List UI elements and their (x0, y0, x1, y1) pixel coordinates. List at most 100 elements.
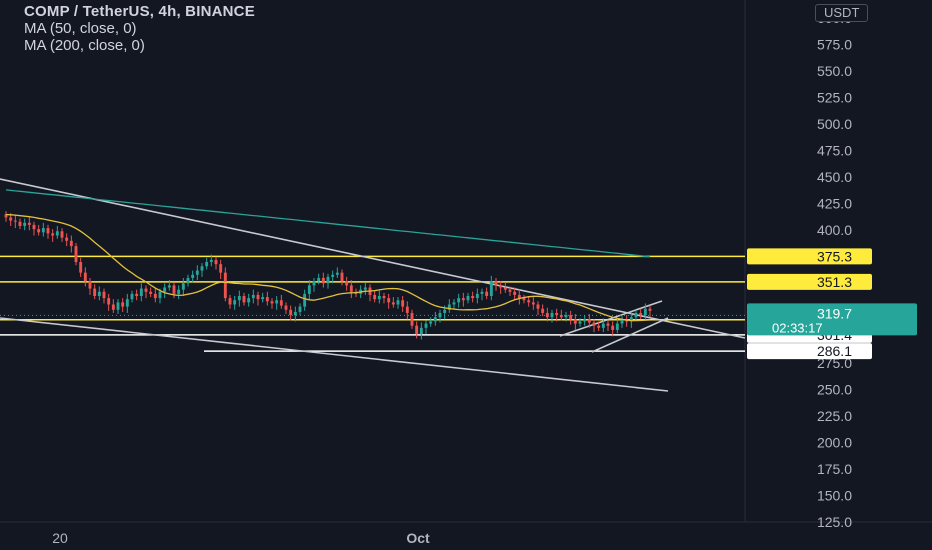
candle-body (606, 323, 610, 326)
candle-body (555, 312, 559, 316)
x-tick-label: 20 (52, 530, 68, 546)
candle-body (233, 300, 237, 305)
candle-body (415, 325, 419, 335)
candle-body (214, 259, 218, 265)
candle-body (177, 289, 181, 294)
candle-body (349, 285, 353, 292)
candle-body (410, 312, 414, 326)
y-tick-label: 175.0 (817, 461, 852, 477)
candle-body (592, 322, 596, 326)
candle-body (429, 321, 433, 324)
candle-body (219, 264, 223, 273)
candle-body (620, 319, 624, 324)
candle-body (569, 315, 573, 320)
candle-body (541, 308, 545, 313)
symbol-title: COMP / TetherUS, 4h, BINANCE (24, 3, 255, 20)
level-price-tag: 351.3 (817, 274, 852, 290)
candle-body (125, 299, 129, 307)
candle-body (205, 262, 209, 267)
candle-body (387, 298, 391, 303)
candle-body (88, 281, 92, 289)
candle-body (167, 285, 171, 288)
candle-body (443, 309, 447, 313)
level-price-tag-bg (747, 343, 872, 360)
candle-body (102, 291, 106, 299)
candle-body (508, 289, 512, 292)
level-price-tag: 286.1 (817, 343, 852, 359)
candle-body (60, 231, 64, 238)
candle-body (270, 301, 274, 304)
y-tick-label: 150.0 (817, 487, 852, 503)
candle-body (23, 222, 27, 226)
ma200-line (5, 189, 651, 258)
candle-body (597, 325, 601, 328)
candle-body (51, 233, 55, 236)
candle-body (228, 298, 232, 305)
candle-body (251, 294, 255, 299)
candle-body (503, 287, 507, 290)
y-tick-label: 475.0 (817, 143, 852, 159)
candle-body (587, 319, 591, 323)
candle-body (559, 315, 563, 318)
currency-button[interactable]: USDT (815, 4, 869, 22)
current-price-tag-bg (747, 303, 917, 336)
y-tick-label: 225.0 (817, 408, 852, 424)
candle-body (396, 300, 400, 305)
chart-legend: COMP / TetherUS, 4h, BINANCE MA (50, clo… (24, 3, 255, 54)
ma50-legend: MA (50, close, 0) (24, 20, 137, 37)
candle-body (303, 293, 307, 307)
candle-body (289, 309, 293, 316)
y-tick-label: 550.0 (817, 63, 852, 79)
candle-body (391, 302, 395, 305)
candle-body (32, 224, 36, 230)
candle-body (163, 287, 167, 292)
candle-body (79, 262, 83, 273)
candle-body (242, 295, 246, 303)
candle-body (433, 317, 437, 322)
candle-body (139, 288, 143, 296)
candle-body (513, 291, 517, 295)
y-tick-label: 125.0 (817, 514, 852, 530)
candle-body (265, 297, 269, 302)
candle-body (331, 274, 335, 277)
candle-body (321, 277, 325, 284)
candle-body (373, 294, 377, 300)
candle-body (74, 246, 78, 263)
candle-body (457, 298, 461, 303)
candle-body (69, 240, 73, 247)
candle-body (307, 285, 311, 294)
candle-body (517, 294, 521, 299)
y-tick-label: 575.0 (817, 37, 852, 53)
y-tick-label: 450.0 (817, 169, 852, 185)
candle-body (55, 231, 59, 236)
candle-body (93, 288, 97, 296)
candle-body (83, 272, 87, 282)
candle-body (466, 295, 470, 301)
candle-body (275, 300, 279, 304)
candle-body (639, 312, 643, 316)
candle-body (317, 277, 321, 282)
candle-body (209, 259, 213, 263)
current-price-label: 319.7 (817, 305, 852, 321)
candle-body (144, 288, 148, 292)
trend-line (0, 178, 746, 339)
candle-body (401, 300, 405, 307)
candle-body (382, 295, 386, 299)
candle-body (4, 214, 8, 218)
candle-body (471, 295, 475, 299)
candle-body (485, 291, 489, 296)
level-price-tag-bg (747, 273, 872, 290)
candle-body (27, 222, 31, 225)
y-tick-label: 425.0 (817, 196, 852, 212)
trend-line (591, 317, 669, 353)
candle-body (578, 321, 582, 324)
candle-body (13, 220, 17, 222)
ma50-line (5, 213, 651, 322)
candle-body (279, 300, 283, 306)
candle-body (601, 323, 605, 328)
candle-body (527, 300, 531, 303)
candle-body (499, 285, 503, 288)
candle-body (494, 281, 498, 286)
candle-body (116, 302, 120, 310)
